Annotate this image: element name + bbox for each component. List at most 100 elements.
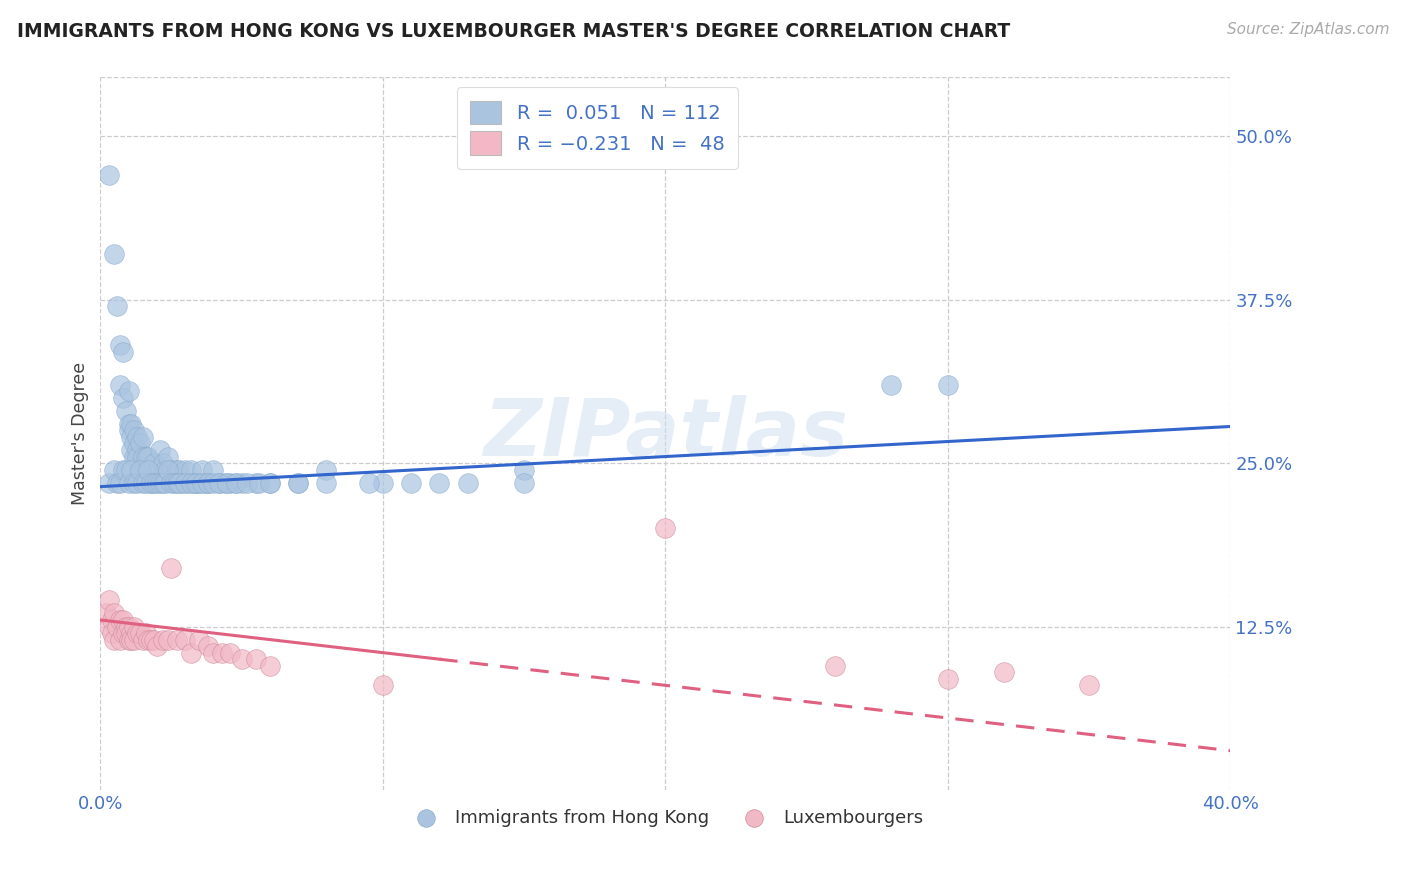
Point — [157, 450, 180, 464]
Point — [97, 593, 120, 607]
Point — [111, 391, 134, 405]
Point — [152, 632, 174, 647]
Point — [120, 462, 142, 476]
Point — [100, 626, 122, 640]
Point — [114, 404, 136, 418]
Point — [197, 475, 219, 490]
Point — [103, 462, 125, 476]
Point — [231, 475, 253, 490]
Point — [122, 450, 145, 464]
Point — [135, 626, 157, 640]
Point — [122, 424, 145, 438]
Point — [146, 475, 169, 490]
Point — [138, 450, 160, 464]
Point — [111, 626, 134, 640]
Point — [180, 475, 202, 490]
Point — [103, 247, 125, 261]
Point — [97, 619, 120, 633]
Point — [94, 607, 117, 621]
Point — [166, 632, 188, 647]
Point — [191, 462, 214, 476]
Point — [936, 377, 959, 392]
Y-axis label: Master's Degree: Master's Degree — [72, 362, 89, 505]
Point — [141, 632, 163, 647]
Point — [160, 462, 183, 476]
Point — [259, 475, 281, 490]
Point — [152, 475, 174, 490]
Point — [174, 632, 197, 647]
Point — [146, 469, 169, 483]
Point — [111, 462, 134, 476]
Point — [143, 469, 166, 483]
Point — [103, 607, 125, 621]
Point — [188, 632, 211, 647]
Point — [117, 632, 139, 647]
Point — [135, 462, 157, 476]
Point — [225, 475, 247, 490]
Point — [183, 475, 205, 490]
Point — [357, 475, 380, 490]
Point — [287, 475, 309, 490]
Point — [97, 169, 120, 183]
Point — [132, 632, 155, 647]
Point — [105, 619, 128, 633]
Point — [108, 338, 131, 352]
Point — [163, 469, 186, 483]
Text: Source: ZipAtlas.com: Source: ZipAtlas.com — [1226, 22, 1389, 37]
Point — [259, 475, 281, 490]
Point — [120, 632, 142, 647]
Point — [138, 632, 160, 647]
Point — [100, 613, 122, 627]
Point — [180, 646, 202, 660]
Point — [143, 456, 166, 470]
Point — [202, 462, 225, 476]
Point — [194, 475, 217, 490]
Point — [122, 619, 145, 633]
Point — [1078, 678, 1101, 692]
Point — [457, 475, 479, 490]
Point — [427, 475, 450, 490]
Point — [186, 475, 208, 490]
Point — [120, 417, 142, 431]
Point — [114, 626, 136, 640]
Point — [399, 475, 422, 490]
Point — [141, 475, 163, 490]
Point — [120, 443, 142, 458]
Point — [105, 299, 128, 313]
Point — [211, 646, 233, 660]
Point — [135, 450, 157, 464]
Point — [143, 475, 166, 490]
Point — [143, 632, 166, 647]
Point — [129, 626, 152, 640]
Point — [141, 475, 163, 490]
Point — [174, 475, 197, 490]
Point — [117, 619, 139, 633]
Point — [132, 475, 155, 490]
Legend: Immigrants from Hong Kong, Luxembourgers: Immigrants from Hong Kong, Luxembourgers — [401, 802, 931, 834]
Point — [163, 475, 186, 490]
Point — [236, 475, 259, 490]
Point — [157, 462, 180, 476]
Point — [157, 632, 180, 647]
Point — [174, 462, 197, 476]
Point — [160, 560, 183, 574]
Point — [152, 456, 174, 470]
Point — [217, 475, 239, 490]
Point — [135, 475, 157, 490]
Point — [169, 462, 191, 476]
Point — [202, 475, 225, 490]
Point — [880, 377, 903, 392]
Point — [129, 462, 152, 476]
Point — [97, 475, 120, 490]
Point — [197, 639, 219, 653]
Point — [111, 345, 134, 359]
Point — [219, 475, 242, 490]
Point — [191, 475, 214, 490]
Point — [186, 475, 208, 490]
Point — [208, 475, 231, 490]
Point — [125, 450, 148, 464]
Point — [654, 521, 676, 535]
Point — [315, 462, 337, 476]
Point — [169, 475, 191, 490]
Point — [125, 443, 148, 458]
